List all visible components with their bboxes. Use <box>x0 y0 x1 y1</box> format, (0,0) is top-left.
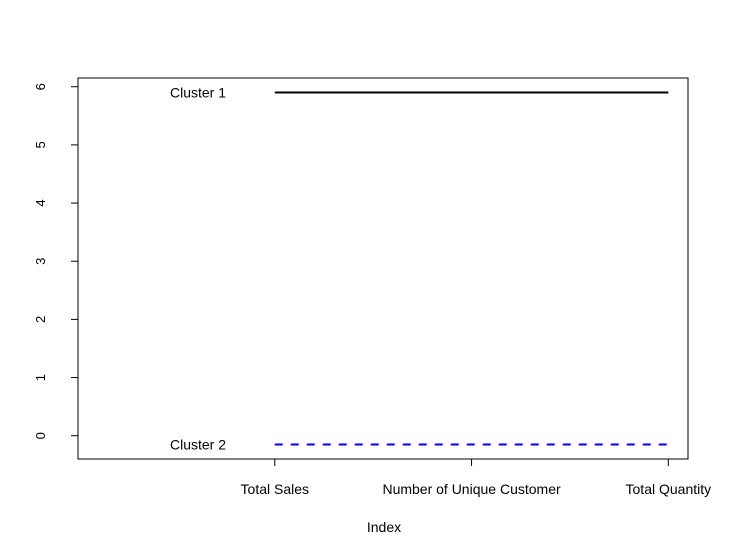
plot-frame <box>77 77 689 460</box>
y-tick-label: 0 <box>33 432 48 439</box>
series-labels: Cluster 1 Cluster 2 <box>170 85 226 453</box>
x-axis: Total Sales Number of Unique Customer Tota… <box>241 459 712 497</box>
y-tick-label: 3 <box>33 258 48 265</box>
y-tick-label: 1 <box>33 374 48 381</box>
x-tick-label: Number of Unique Customer <box>382 481 561 497</box>
y-tick-label: 2 <box>33 316 48 323</box>
x-tick-label: Total Quantity <box>626 481 712 497</box>
series-label-2: Cluster 2 <box>170 436 226 452</box>
x-tick-label: Total Sales <box>241 481 309 497</box>
x-axis-label: Index <box>367 519 401 535</box>
y-axis: 0 1 2 3 4 5 6 <box>33 83 78 439</box>
y-tick-label: 4 <box>33 199 48 206</box>
y-tick-label: 5 <box>33 141 48 148</box>
series-label-1: Cluster 1 <box>170 85 226 101</box>
y-tick-label: 6 <box>33 83 48 90</box>
series-layer <box>274 91 669 446</box>
